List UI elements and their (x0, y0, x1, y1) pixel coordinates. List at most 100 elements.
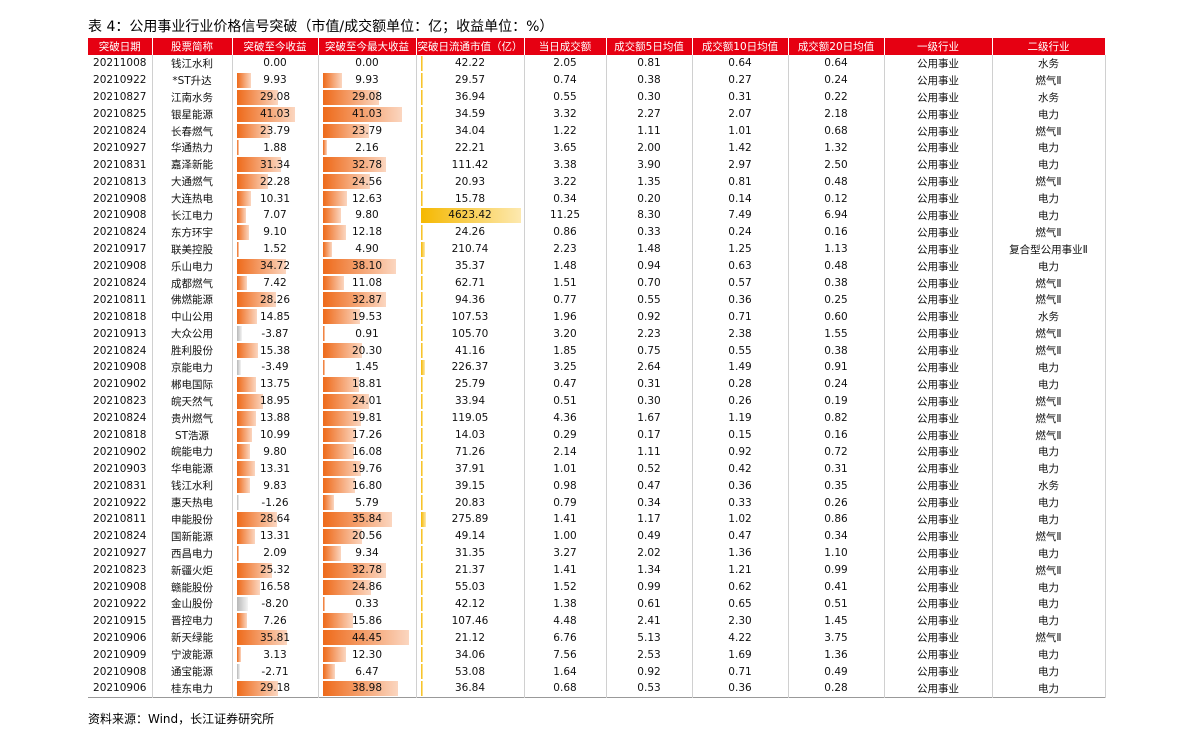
table-cell: 4.22 (692, 629, 789, 647)
cell-value: 19.81 (351, 412, 383, 425)
table-cell: 71.26 (416, 443, 525, 461)
table-cell: 1.41 (524, 511, 607, 528)
table-cell: 1.41 (524, 561, 607, 579)
table-cell: 3.22 (524, 173, 607, 191)
table-cell: 0.24 (788, 375, 885, 393)
table-cell: 2.05 (524, 55, 607, 72)
table-cell: 0.38 (788, 274, 885, 292)
table-cell: 0.30 (606, 88, 693, 106)
table-cell: 14.85 (232, 308, 319, 326)
table-cell: 226.37 (416, 359, 525, 376)
data-bar (322, 528, 363, 544)
table-cell: 0.34 (606, 494, 693, 512)
cell-value: 20.56 (351, 530, 383, 543)
cell-value: 16.58 (259, 581, 291, 594)
table-cell: 1.45 (788, 612, 885, 630)
data-bar (420, 647, 423, 663)
cell-value: 24.26 (454, 226, 486, 239)
negative-bar (236, 326, 242, 342)
table-cell: 0.86 (788, 511, 885, 528)
table-cell: 1.48 (524, 257, 607, 275)
table-cell: 申能股份 (152, 511, 233, 528)
cell-value: 71.26 (454, 445, 486, 458)
table-cell: 9.93 (318, 71, 417, 89)
table-cell: 公用事业 (884, 477, 993, 495)
table-cell: 0.55 (524, 88, 607, 106)
column-header: 成交额5日均值 (606, 38, 693, 55)
table-cell: 20210811 (88, 291, 153, 309)
table-cell: 公用事业 (884, 308, 993, 326)
cell-value: 41.16 (454, 344, 486, 357)
table-row: 20210813 大通燃气 22.28 24.56 20.93 3.22 1.35 0.81 0… (88, 173, 1106, 191)
table-cell: 0.14 (692, 190, 789, 208)
table-cell: ST浩源 (152, 426, 233, 444)
data-bar (420, 258, 423, 274)
table-cell: 2.18 (788, 105, 885, 123)
table-cell: 电力 (992, 679, 1106, 698)
cell-value: 107.53 (451, 310, 489, 323)
table-cell: 42.12 (416, 595, 525, 613)
table-cell: 0.26 (692, 392, 789, 410)
negative-bar (236, 495, 239, 511)
data-bar (322, 596, 325, 612)
table-cell: 公用事业 (884, 629, 993, 647)
table-cell: 9.80 (318, 207, 417, 224)
cell-value: 12.63 (351, 192, 383, 205)
table-cell: 公用事业 (884, 612, 993, 630)
table-title: 表 4：公用事业行业价格信号突破（市值/成交额单位：亿；收益单位：%） (88, 19, 554, 35)
table-cell: 公用事业 (884, 561, 993, 579)
table-cell: 公用事业 (884, 71, 993, 89)
table-row: 20210927 华通热力 1.88 2.16 22.21 3.65 2.00 1.42 1.3… (88, 139, 1106, 157)
table-cell: 20210922 (88, 595, 153, 613)
table-row: 20211008 钱江水利 0.00 0.00 42.22 2.05 0.81 0.64 0.6… (88, 55, 1106, 72)
table-cell: 20210818 (88, 426, 153, 444)
table-cell: 0.55 (692, 342, 789, 360)
cell-value: 10.99 (259, 429, 291, 442)
table-cell: 0.36 (692, 679, 789, 698)
table-cell: 0.71 (692, 663, 789, 680)
table-row: 20210913 大众公用 -3.87 0.91 105.70 3.20 2.23 2.38 1… (88, 325, 1106, 343)
data-bar (420, 292, 423, 308)
table-row: 20210902 郴电国际 13.75 18.81 25.79 0.47 0.31 0.28 0… (88, 375, 1106, 393)
table-cell: 2.07 (692, 105, 789, 123)
table-cell: 0.51 (788, 595, 885, 613)
data-bar (420, 528, 423, 544)
cell-value: 24.01 (351, 395, 383, 408)
table-row: 20210908 通宝能源 -2.71 6.47 53.08 1.64 0.92 0.71 0.… (88, 663, 1106, 680)
table-cell: 1.52 (232, 240, 319, 258)
data-bar (322, 545, 341, 561)
cell-value: 55.03 (454, 581, 486, 594)
column-header: 成交额20日均值 (788, 38, 885, 55)
table-cell: 9.83 (232, 477, 319, 495)
table-cell: 1.48 (606, 240, 693, 258)
table-cell: 20.93 (416, 173, 525, 191)
table-cell: 4623.42 (416, 207, 525, 224)
table-cell: 1.52 (524, 578, 607, 596)
table-cell: 大连热电 (152, 190, 233, 208)
cell-value: 31.35 (454, 547, 486, 560)
table-cell: 公用事业 (884, 578, 993, 596)
data-bar (322, 444, 354, 460)
cell-value: -3.49 (261, 361, 289, 374)
data-bar (236, 140, 240, 156)
table-cell: 7.49 (692, 207, 789, 224)
negative-bar (236, 360, 242, 375)
table-cell: 0.77 (524, 291, 607, 309)
table-cell: 燃气Ⅱ (992, 325, 1106, 343)
table-cell: 0.52 (606, 460, 693, 478)
table-cell: 0.12 (788, 190, 885, 208)
cell-value: 111.42 (451, 158, 489, 171)
table-cell: 20210913 (88, 325, 153, 343)
table-cell: 公用事业 (884, 156, 993, 174)
data-bar (236, 343, 259, 359)
table-cell: 3.27 (524, 544, 607, 562)
table-cell: 35.84 (318, 511, 417, 528)
table-cell: 20210902 (88, 443, 153, 461)
table-cell: 3.13 (232, 646, 319, 664)
data-bar (322, 123, 369, 139)
data-bar (236, 174, 268, 190)
data-bar (322, 72, 342, 88)
table-cell: 29.57 (416, 71, 525, 89)
cell-value: 0.33 (355, 597, 379, 610)
data-bar (236, 579, 260, 595)
